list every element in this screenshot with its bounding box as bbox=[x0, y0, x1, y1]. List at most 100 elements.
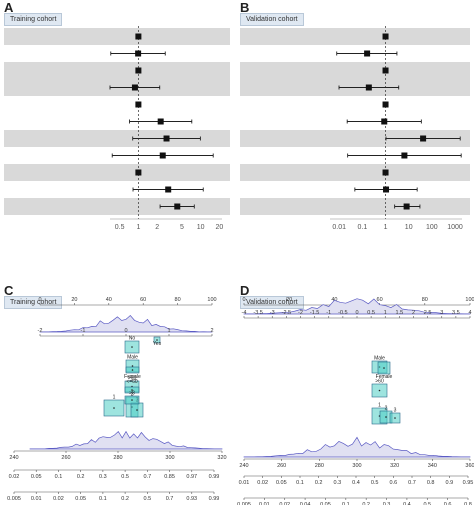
points-tick-label: 40 bbox=[106, 297, 112, 303]
probability-tick-label: 0.93 bbox=[186, 496, 197, 502]
bics-tick-label: 3.5 bbox=[452, 310, 460, 316]
total-points-tick-label: 320 bbox=[390, 463, 399, 469]
probability-tick-label: 0.2 bbox=[77, 474, 85, 480]
probability-tick-label: 0.8 bbox=[464, 502, 472, 505]
probability-tick-label: 0.95 bbox=[463, 480, 474, 486]
probability-tick-label: 0.99 bbox=[209, 474, 220, 480]
bics-tick-label: 3 bbox=[440, 310, 443, 316]
x-tick-label: 10 bbox=[197, 224, 205, 231]
bics-tick-label: -3 bbox=[270, 310, 275, 316]
level-dot bbox=[113, 407, 115, 409]
probability-tick-label: 0.1 bbox=[296, 480, 304, 486]
probability-tick-label: 0.7 bbox=[144, 474, 152, 480]
panel-letter-a: A bbox=[4, 0, 14, 15]
total-points-tick-label: 240 bbox=[239, 463, 248, 469]
points-tick-label: 0 bbox=[38, 297, 41, 303]
bics-tick-label: -3.5 bbox=[253, 310, 262, 316]
probability-tick-label: 0.01 bbox=[31, 496, 42, 502]
forest-svg: 0.01 0.1 1 10 100 1000 bbox=[330, 26, 463, 231]
panel-letter-b: B bbox=[240, 0, 250, 15]
bics-tick-label: 2.5 bbox=[424, 310, 432, 316]
level-dot bbox=[131, 389, 133, 391]
probability-tick-label: 0.85 bbox=[164, 474, 175, 480]
total-points-tick-label: 260 bbox=[61, 455, 70, 461]
probability-tick-label: 0.7 bbox=[408, 480, 416, 486]
probability-tick-label: 0.01 bbox=[239, 480, 250, 486]
level-dot bbox=[378, 389, 381, 392]
hazard-ratio-marker bbox=[365, 84, 372, 91]
level-label: 3 bbox=[394, 408, 397, 414]
total-points-density bbox=[29, 430, 223, 450]
probability-tick-label: 0.97 bbox=[186, 474, 197, 480]
total-points-tick-label: 240 bbox=[9, 455, 18, 461]
points-tick-label: 0 bbox=[242, 297, 245, 303]
bics-tick-label: -2.5 bbox=[282, 310, 291, 316]
forest-row bbox=[4, 181, 230, 198]
hazard-ratio-marker bbox=[381, 118, 388, 125]
x-tick-label: 20 bbox=[216, 224, 224, 231]
level-label: >3 bbox=[129, 391, 135, 397]
probability-tick-label: 0.4 bbox=[403, 502, 411, 505]
probability-tick-label: 0.005 bbox=[7, 496, 21, 502]
cohort-tab-a: Training cohort bbox=[4, 13, 63, 26]
bics-density bbox=[39, 315, 213, 333]
forest-row bbox=[4, 62, 230, 79]
probability-tick-label: 0.05 bbox=[31, 474, 42, 480]
probability-tick-label: 0.3 bbox=[334, 480, 342, 486]
level-label: >60 bbox=[128, 376, 137, 382]
forest-row bbox=[4, 113, 230, 130]
forest-row bbox=[240, 28, 470, 45]
bics-tick-label: -1.5 bbox=[310, 310, 319, 316]
hazard-ratio-marker bbox=[135, 169, 142, 176]
x-tick-label: 10 bbox=[405, 224, 413, 231]
points-tick-label: 100 bbox=[465, 297, 474, 303]
hazard-ratio-marker bbox=[401, 152, 408, 159]
forest-row bbox=[240, 96, 470, 113]
forest-row bbox=[4, 130, 230, 147]
probability-tick-label: 0.5 bbox=[423, 502, 431, 505]
bics-tick-label: -2 bbox=[298, 310, 303, 316]
bics-tick-label: 2 bbox=[210, 328, 213, 334]
forest-row bbox=[4, 96, 230, 113]
probability-tick-label: 0.02 bbox=[279, 502, 290, 505]
hazard-ratio-marker bbox=[382, 169, 389, 176]
level-dot bbox=[131, 399, 133, 401]
level-dot bbox=[383, 367, 385, 369]
panel-letter-d: D bbox=[240, 283, 250, 298]
total-points-tick-label: 360 bbox=[465, 463, 474, 469]
probability-tick-label: 0.5 bbox=[144, 496, 152, 502]
level-dot bbox=[131, 346, 133, 348]
level-dot bbox=[136, 409, 138, 411]
probability-tick-label: 0.02 bbox=[257, 480, 268, 486]
hazard-ratio-marker bbox=[403, 203, 410, 210]
bics-tick-label: -1 bbox=[81, 328, 86, 334]
probability-tick-label: 0.02 bbox=[53, 496, 64, 502]
level-label: Male bbox=[374, 356, 385, 362]
cohort-tab-c: Training cohort bbox=[4, 296, 63, 309]
probability-tick-label: 0.5 bbox=[371, 480, 379, 486]
level-dot bbox=[394, 417, 396, 419]
bics-tick-label: -4 bbox=[242, 310, 247, 316]
probability-tick-label: 0.05 bbox=[320, 502, 331, 505]
total-points-tick-label: 300 bbox=[352, 463, 361, 469]
forest-row bbox=[240, 62, 470, 79]
probability-tick-label: 0.05 bbox=[75, 496, 86, 502]
level-label: Male bbox=[127, 355, 138, 361]
probability-tick-label: 0.2 bbox=[315, 480, 323, 486]
probability-tick-label: 0.7 bbox=[166, 496, 174, 502]
probability-tick-label: 0.2 bbox=[362, 502, 370, 505]
bics-tick-label: 1.5 bbox=[396, 310, 404, 316]
level-label: Female bbox=[376, 374, 393, 380]
bics-tick-label: 0 bbox=[355, 310, 358, 316]
total-points-tick-label: 300 bbox=[165, 455, 174, 461]
level-label: Yes bbox=[153, 341, 162, 347]
bics-tick-label: 4 bbox=[468, 310, 471, 316]
hazard-ratio-marker bbox=[135, 67, 142, 74]
hazard-ratio-marker bbox=[382, 101, 389, 108]
level-dot bbox=[131, 369, 134, 371]
total-points-tick-label: 340 bbox=[428, 463, 437, 469]
level-label: 1 bbox=[378, 403, 381, 409]
points-tick-label: 100 bbox=[207, 297, 216, 303]
